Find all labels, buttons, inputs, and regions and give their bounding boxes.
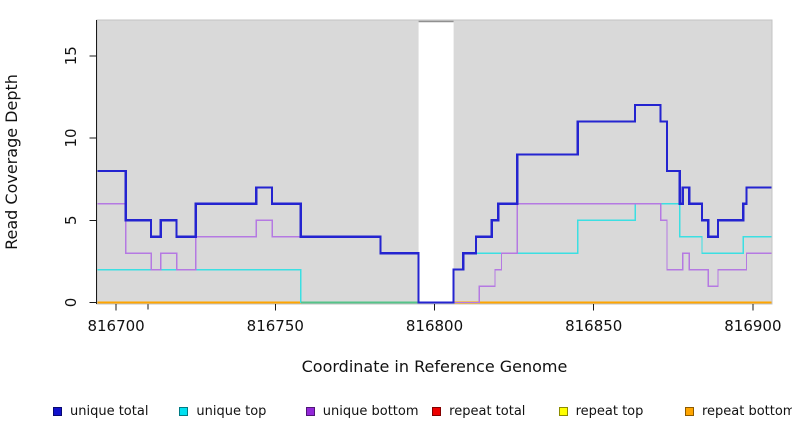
x-axis-title: Coordinate in Reference Genome xyxy=(302,357,568,376)
legend-swatch-repeat-bottom xyxy=(684,406,694,416)
y-axis-title: Read Coverage Depth xyxy=(2,74,21,250)
legend-label: repeat bottom xyxy=(701,403,792,419)
legend-swatch-unique-bottom xyxy=(305,406,315,416)
legend-item-repeat-bottom: repeat bottom xyxy=(684,403,792,419)
x-tick-label: 816900 xyxy=(724,317,781,335)
legend-label: repeat total xyxy=(449,403,526,419)
legend-swatch-repeat-total xyxy=(432,406,442,416)
legend-item-unique-bottom: unique bottom xyxy=(305,403,432,419)
legend-swatch-repeat-top xyxy=(558,406,568,416)
series-layer xyxy=(97,20,772,304)
axis-layer: 816700 816750 816800 816850 816900 0 5 10 15 xyxy=(62,19,782,335)
x-tick-label: 816800 xyxy=(406,317,463,335)
x-tick-label: 816700 xyxy=(87,317,144,335)
legend-label: unique bottom xyxy=(322,403,419,419)
y-tick-label: 0 xyxy=(62,298,80,308)
legend-swatch-unique-total xyxy=(53,406,62,416)
series-line-unique-bottom xyxy=(97,203,772,304)
legend: unique total unique top unique bottom re… xyxy=(53,403,792,419)
gap-region xyxy=(418,21,454,304)
legend-label: unique top xyxy=(196,403,267,419)
x-tick-label: 816750 xyxy=(247,317,304,335)
legend-item-unique-total: unique total xyxy=(53,403,179,419)
y-tick-label: 15 xyxy=(62,46,80,65)
legend-item-unique-top: unique top xyxy=(179,403,305,419)
x-tick-label: 816850 xyxy=(565,317,622,335)
legend-item-repeat-total: repeat total xyxy=(432,403,558,419)
legend-swatch-unique-top xyxy=(179,406,189,416)
legend-item-repeat-top: repeat top xyxy=(558,403,685,419)
legend-label: unique total xyxy=(70,403,149,419)
series-line-unique-total xyxy=(97,104,772,304)
y-tick-label: 5 xyxy=(62,215,80,225)
legend-label: repeat top xyxy=(575,403,644,419)
y-tick-label: 10 xyxy=(62,128,80,147)
